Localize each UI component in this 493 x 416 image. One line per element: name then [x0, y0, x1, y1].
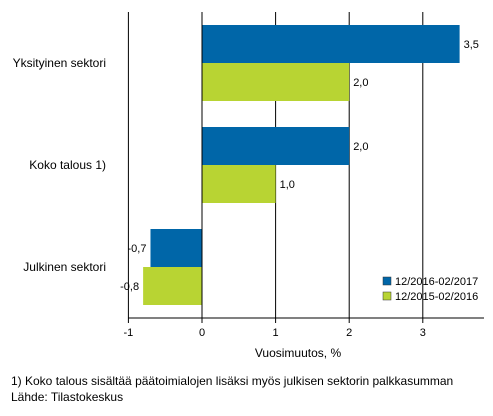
- chart-source: Lähde: Tilastokeskus: [11, 390, 124, 404]
- legend-swatch: [382, 276, 392, 286]
- labels: -1 0 1 2 3 3,5 2,0 Yksityinen sektori 2,0 1,0 Koko…: [13, 39, 479, 360]
- bar: [202, 25, 460, 63]
- legend-swatch: [382, 291, 392, 301]
- data-label: -0,7: [128, 243, 147, 255]
- x-tick-label: 0: [199, 327, 205, 339]
- data-label: -0,8: [120, 281, 139, 293]
- data-label: 2,0: [353, 77, 368, 89]
- bar: [143, 267, 202, 305]
- chart-footnote: 1) Koko talous sisältää päätoimialojen l…: [11, 374, 454, 388]
- bar: [202, 127, 350, 165]
- x-axis-title: Vuosimuutos, %: [255, 346, 342, 360]
- data-label: 1,0: [280, 179, 295, 191]
- data-label: 2,0: [353, 141, 368, 153]
- legend-label: 12/2016-02/2017: [395, 276, 478, 288]
- category-label: Julkinen sektori: [23, 260, 106, 274]
- legend-label: 12/2015-02/2016: [395, 291, 478, 303]
- bars: [143, 25, 460, 305]
- category-label: Koko talous 1): [29, 158, 106, 172]
- x-tick-label: 1: [273, 327, 279, 339]
- axes: [127, 12, 484, 323]
- legend: 12/2016-02/2017 12/2015-02/2016: [382, 276, 478, 303]
- data-label: 3,5: [464, 39, 479, 51]
- bar: [202, 165, 276, 203]
- bar: [202, 63, 350, 101]
- bar: [150, 229, 202, 267]
- x-tick-label: 2: [346, 327, 352, 339]
- x-tick-label: -1: [124, 327, 134, 339]
- category-label: Yksityinen sektori: [13, 56, 106, 70]
- x-tick-label: 3: [420, 327, 426, 339]
